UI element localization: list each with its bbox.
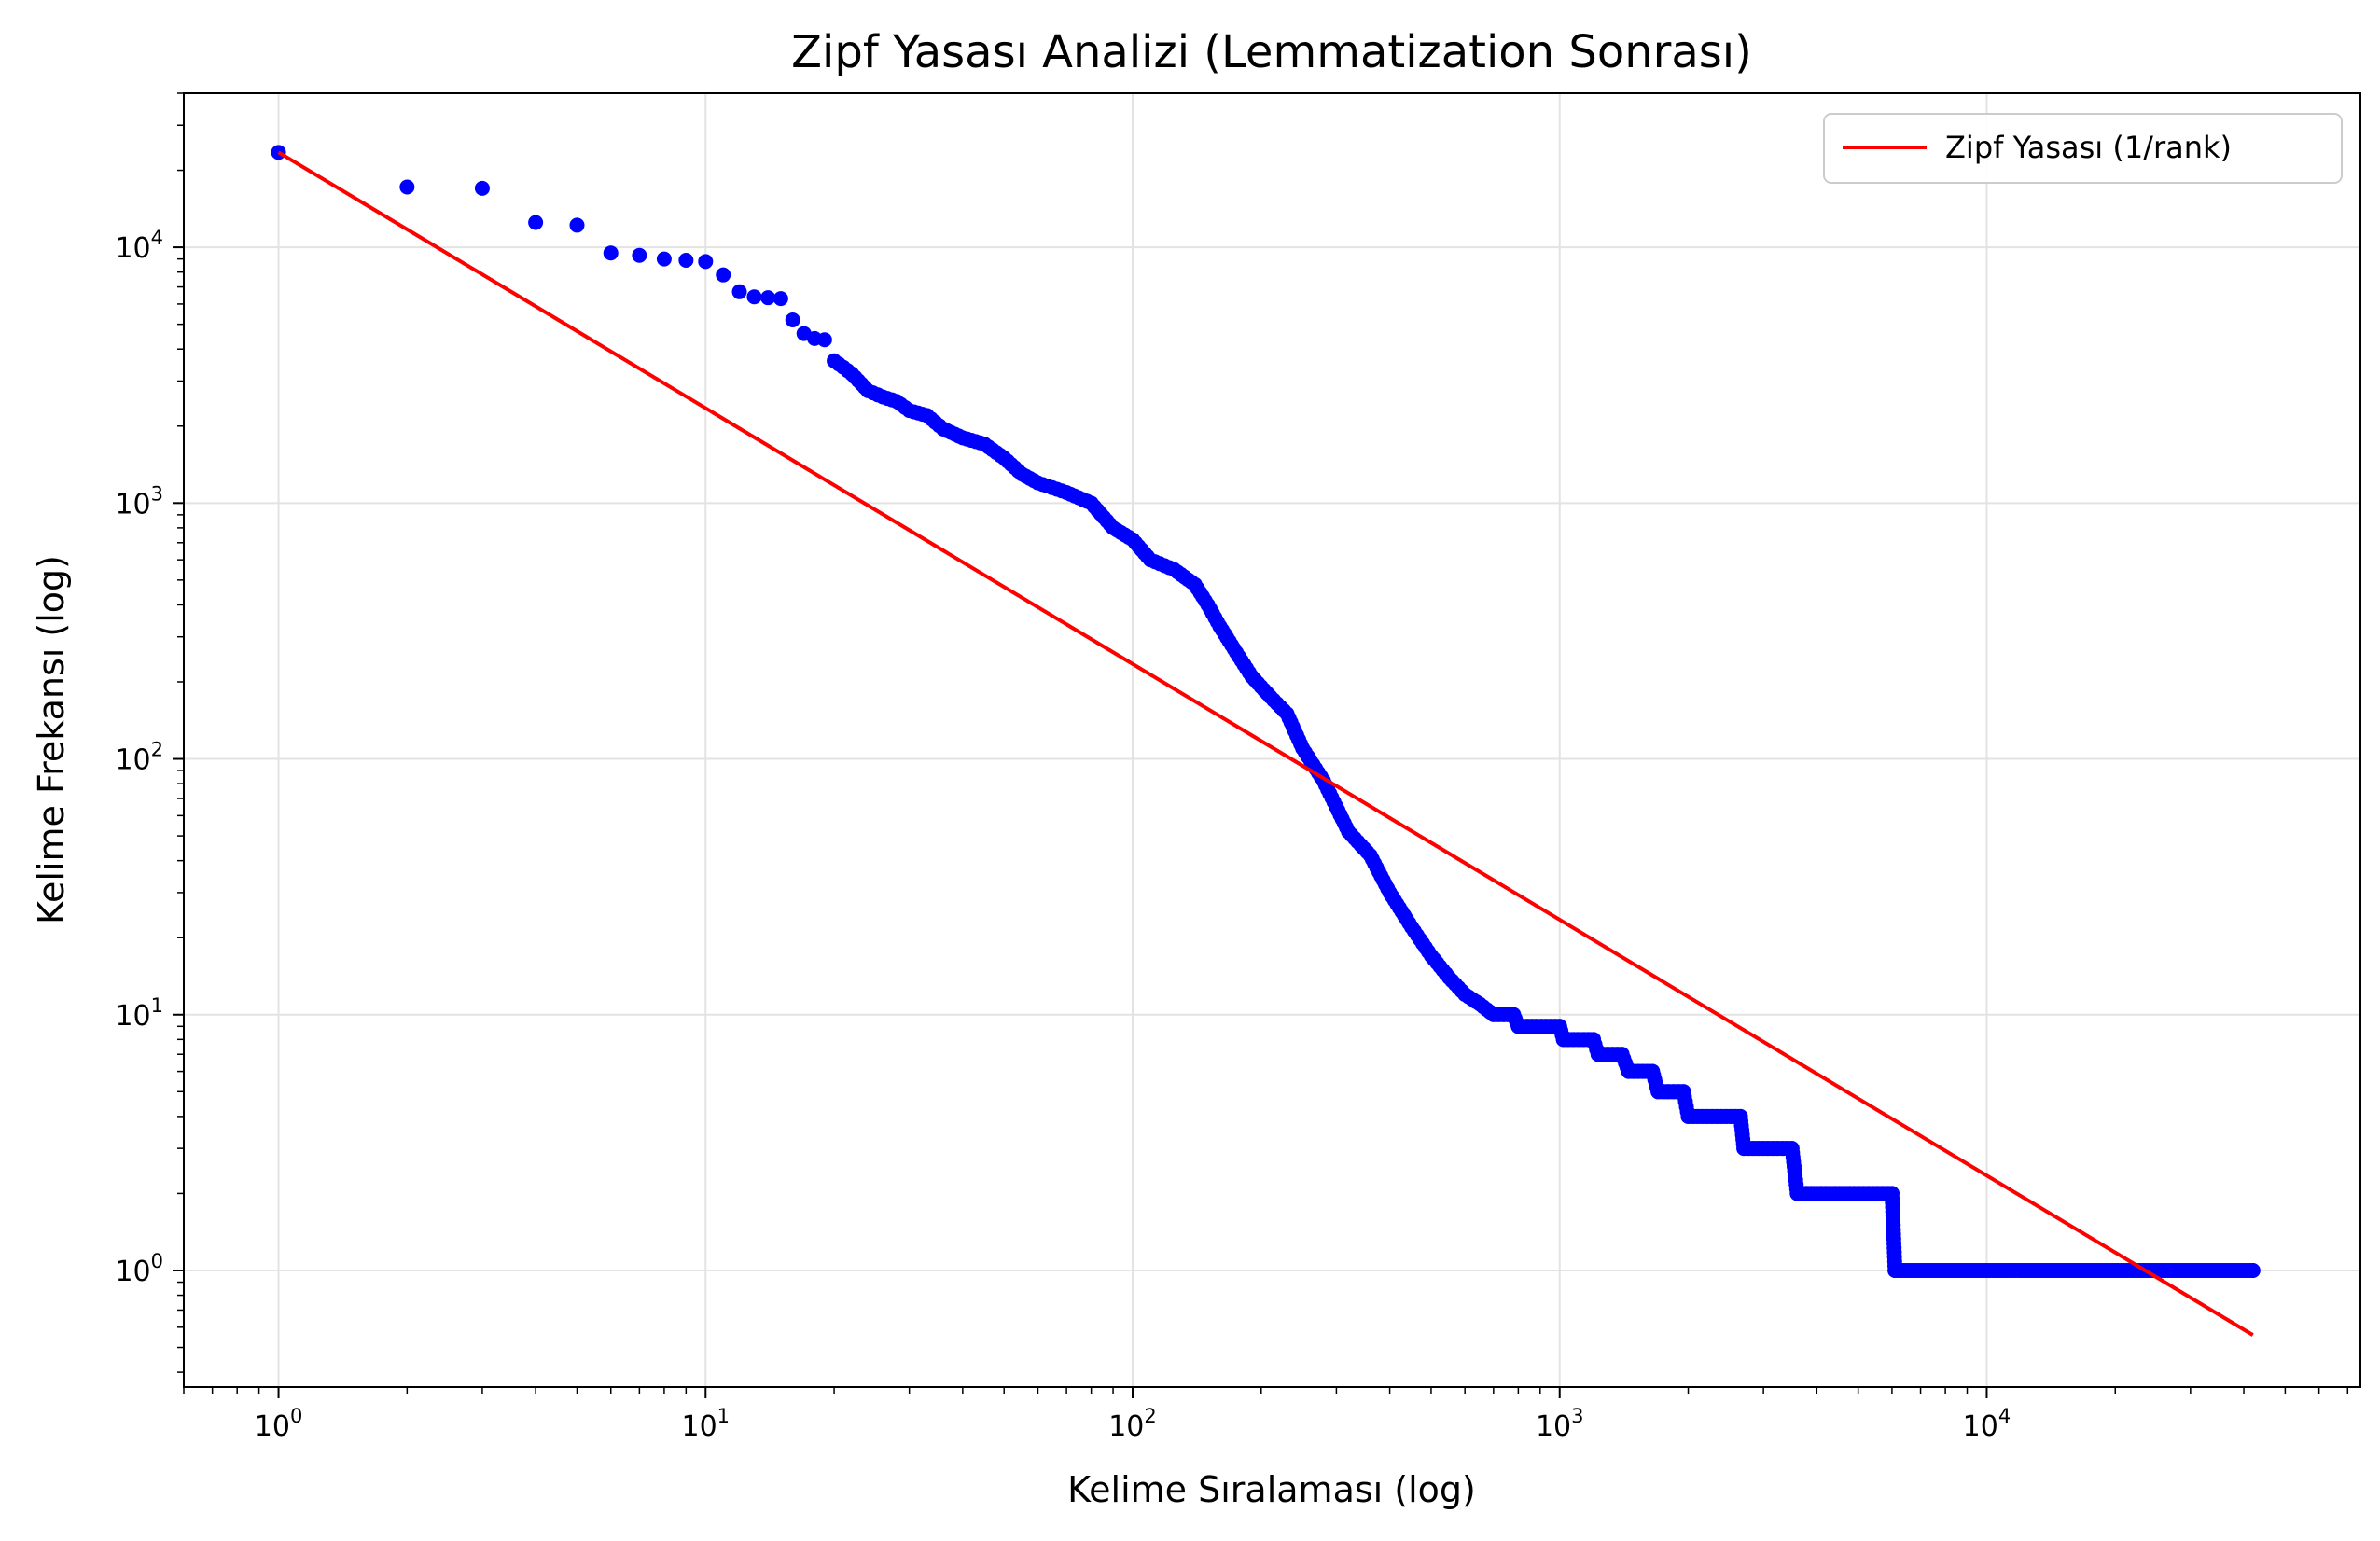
plot-series [271, 145, 2261, 1337]
plot-frame [183, 92, 2361, 1388]
data-point [731, 284, 747, 299]
legend-box [1823, 113, 2343, 184]
data-point [746, 289, 762, 305]
data-point [816, 332, 832, 348]
y-tick-label: 104 [115, 227, 163, 265]
data-point [772, 291, 788, 307]
x-tick-label: 103 [1536, 1405, 1584, 1443]
zipf-reference-line [277, 150, 2254, 1337]
y-tick-label: 102 [115, 739, 163, 777]
x-tick-label: 104 [1963, 1405, 2011, 1443]
data-point [632, 247, 647, 263]
data-point [716, 267, 731, 283]
data-point [474, 180, 490, 196]
data-point [656, 251, 672, 267]
x-tick-label: 100 [255, 1405, 303, 1443]
data-point [569, 217, 585, 233]
data-point [678, 252, 694, 268]
data-point [399, 179, 415, 195]
legend: Zipf Yasası (1/rank) [1823, 113, 2343, 184]
y-tick-label: 101 [115, 994, 163, 1033]
legend-label: Zipf Yasası (1/rank) [1945, 130, 2232, 165]
x-tick-label: 101 [681, 1405, 730, 1443]
data-point [603, 245, 619, 261]
data-point [2245, 1262, 2261, 1278]
data-point [698, 254, 714, 270]
y-tick-label: 103 [115, 482, 163, 521]
y-axis-label: Kelime Frekansı (log) [31, 555, 72, 924]
y-tick-label: 100 [115, 1250, 163, 1288]
minor-ticks [177, 92, 2349, 1394]
data-point [1887, 1258, 1903, 1274]
data-point [785, 312, 800, 327]
grid [184, 93, 2360, 1387]
data-point [528, 215, 544, 230]
x-tick-label: 102 [1108, 1405, 1157, 1443]
x-axis-label: Kelime Sıralaması (log) [1067, 1469, 1476, 1510]
major-ticks: 100 101 102 103 104 100 101 102 103 104 [115, 227, 2011, 1443]
data-point [760, 290, 776, 306]
chart-title: Zipf Yasası Analizi (Lemmatization Sonra… [791, 26, 1752, 78]
